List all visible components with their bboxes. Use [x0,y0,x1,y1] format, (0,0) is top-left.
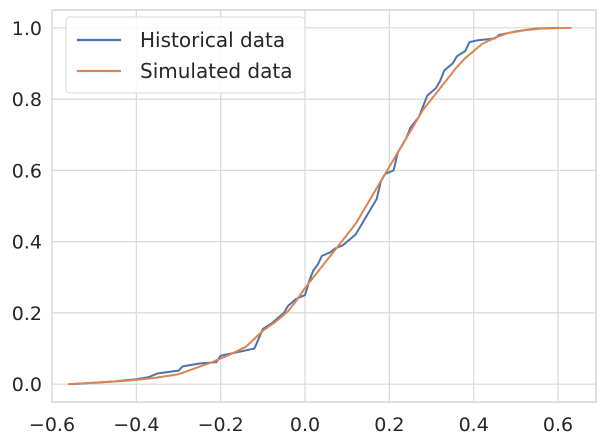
x-tick-label: −0.4 [113,414,159,436]
y-tick-label: 0.0 [12,374,42,396]
legend-label-historical: Historical data [140,28,285,52]
legend-label-simulated: Simulated data [140,59,292,83]
x-tick-label: 0.6 [543,414,573,436]
x-tick-label: −0.6 [29,414,75,436]
tick-labels: −0.6 −0.4 −0.2 0.0 0.2 0.4 0.6 0.0 0.2 0.4 0.6 0.8 1… [12,18,573,436]
legend: Historical data Simulated data [65,16,306,94]
x-tick-label: −0.2 [198,414,244,436]
x-tick-label: 0.0 [290,414,320,436]
series-line-simulated [67,26,572,386]
x-tick-label: 0.2 [374,414,404,436]
y-tick-label: 0.8 [12,89,42,111]
y-tick-label: 0.2 [12,303,42,325]
y-tick-label: 0.6 [12,160,42,182]
x-tick-label: 0.4 [459,414,489,436]
series-lines [67,26,572,386]
y-tick-label: 0.4 [12,232,42,254]
legend-box [65,16,306,94]
y-tick-label: 1.0 [12,18,42,40]
